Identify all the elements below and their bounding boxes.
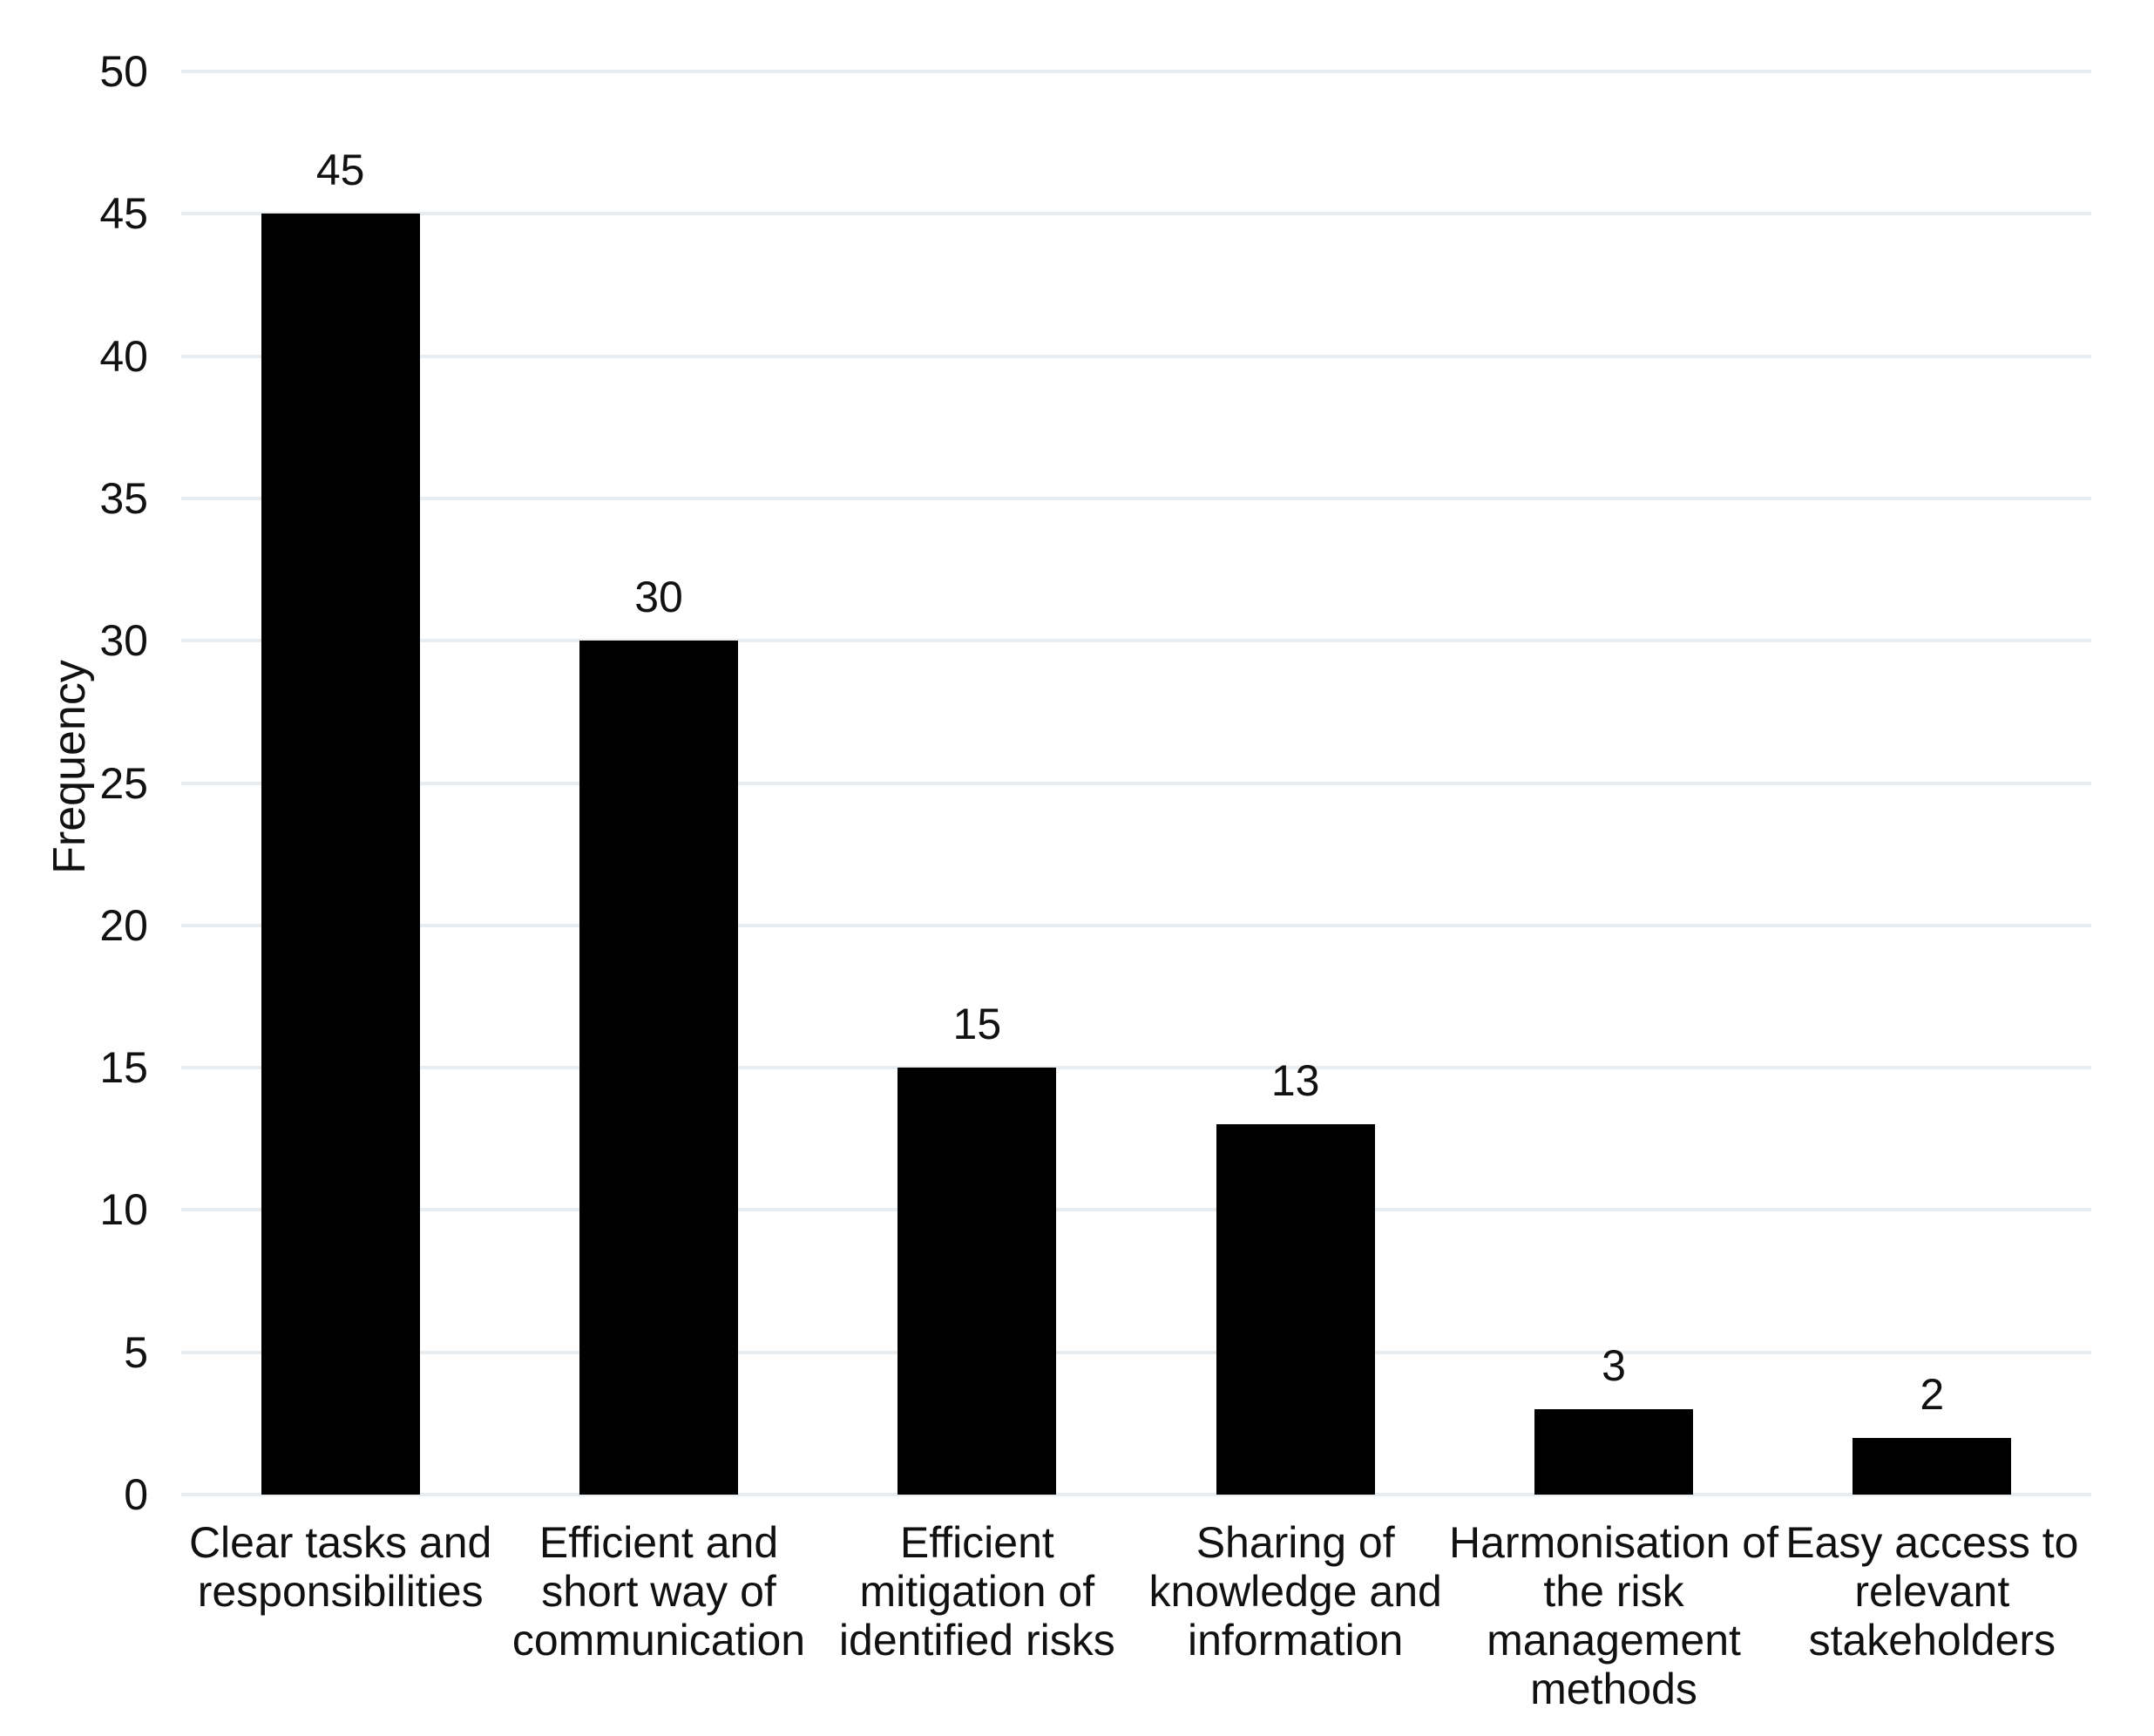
y-axis-tick-label: 35 — [99, 473, 148, 523]
bar-value-label: 13 — [1270, 1056, 1320, 1106]
bar — [1853, 1437, 2012, 1495]
bar — [1216, 1124, 1375, 1495]
bar — [579, 641, 738, 1495]
y-axis-tick-label: 10 — [99, 1185, 148, 1235]
x-axis-category-label: Easy access to relevant stakeholders — [1785, 1518, 2079, 1665]
bar-value-label: 45 — [315, 146, 365, 195]
gridline — [181, 212, 2091, 216]
x-axis-category-label: Efficient and short way of communication — [511, 1518, 806, 1665]
gridline — [181, 639, 2091, 643]
gridline — [181, 781, 2091, 785]
x-axis-category-label: Sharing of knowledge and information — [1148, 1518, 1442, 1665]
bar-value-label: 2 — [1920, 1369, 1945, 1419]
bar-value-label: 30 — [634, 573, 683, 622]
bar — [261, 214, 420, 1495]
x-axis-category-label: Clear tasks and responsibilities — [188, 1518, 492, 1616]
x-axis-category-label: Harmonisation of the risk management met… — [1449, 1518, 1778, 1713]
y-axis-tick-label: 25 — [99, 758, 148, 808]
gridline — [181, 1066, 2091, 1070]
bar — [898, 1068, 1057, 1495]
y-axis-tick-label: 50 — [99, 47, 148, 96]
gridline — [181, 354, 2091, 358]
gridline — [181, 1350, 2091, 1354]
y-axis-tick-label: 20 — [99, 900, 148, 950]
y-axis-tick-label: 30 — [99, 616, 148, 666]
gridline — [181, 496, 2091, 500]
gridline — [181, 1208, 2091, 1212]
y-axis-tick-label: 40 — [99, 331, 148, 381]
y-axis-tick-label: 15 — [99, 1043, 148, 1093]
gridline — [181, 1493, 2091, 1496]
y-axis-tick-label: 5 — [124, 1327, 148, 1377]
y-axis-tick-label: 0 — [124, 1470, 148, 1519]
bar-value-label: 15 — [952, 1000, 1002, 1049]
x-axis-category-label: Efficient mitigation of identified risks — [838, 1518, 1115, 1665]
y-axis-tick-label: 45 — [99, 189, 148, 239]
bar-value-label: 3 — [1602, 1341, 1626, 1391]
bar — [1534, 1409, 1693, 1495]
gridline — [181, 70, 2091, 73]
gridline — [181, 923, 2091, 927]
